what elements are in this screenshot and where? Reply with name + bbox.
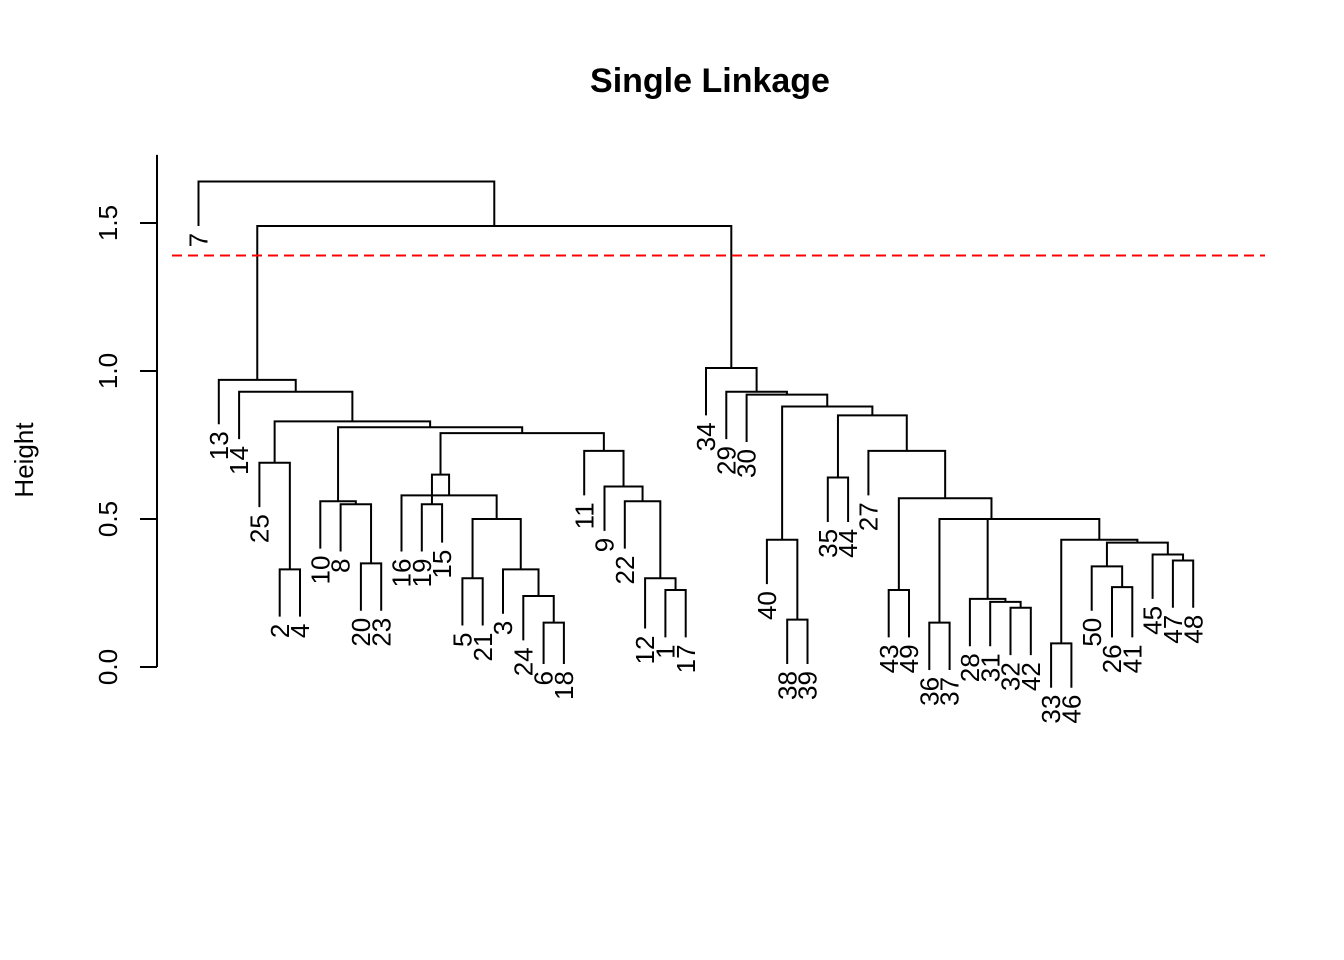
leaf-labels: 7131425241082023161915521324618119221211… [184, 233, 1209, 724]
merge-link [430, 473, 451, 505]
leaf-label: 46 [1057, 695, 1087, 724]
merge-link [1090, 565, 1124, 611]
merge-link [542, 621, 565, 665]
merge-link [836, 414, 908, 478]
leaf-label: 5 [448, 633, 478, 647]
merge-link [1009, 606, 1032, 656]
leaf-label: 37 [935, 677, 965, 706]
merge-link [928, 621, 951, 670]
merge-link [1111, 586, 1134, 638]
leaf-label: 47 [1158, 615, 1188, 644]
merge-link [968, 597, 1007, 647]
leaf-label: 27 [854, 502, 884, 531]
leaf-label: 31 [975, 653, 1005, 682]
leaf-label: 9 [590, 538, 620, 552]
leaf-label: 40 [752, 591, 782, 620]
leaf-label: 44 [833, 529, 863, 558]
y-axis: 0.0 0.5 1.0 1.5 [93, 154, 158, 685]
leaf-label: 33 [1036, 695, 1066, 724]
leaf-label: 15 [427, 550, 457, 579]
leaf-label: 34 [691, 422, 721, 451]
merge-link [938, 518, 1044, 623]
merge-link [256, 224, 733, 380]
merge-link [197, 180, 496, 226]
leaf-label: 25 [245, 514, 275, 543]
merge-link [986, 518, 1101, 599]
merge-link [603, 485, 644, 531]
leaf-label: 39 [793, 671, 823, 700]
leaf-label: 13 [204, 431, 234, 460]
leaf-label: 38 [772, 671, 802, 700]
merge-link [278, 568, 301, 617]
leaf-label: 41 [1117, 644, 1147, 673]
leaf-label: 12 [630, 636, 660, 665]
leaf-label: 22 [610, 556, 640, 585]
leaf-label: 23 [366, 618, 396, 647]
y-tick-label: 1.5 [93, 205, 123, 241]
merge-link [359, 562, 383, 611]
leaf-label: 26 [1097, 644, 1127, 673]
y-tick-label: 1.0 [93, 353, 123, 389]
leaf-label: 14 [224, 446, 254, 475]
merge-link [238, 390, 354, 440]
leaf-label: 6 [529, 671, 559, 685]
leaf-label: 20 [346, 618, 376, 647]
leaf-label: 32 [996, 662, 1026, 691]
leaf-label: 36 [914, 677, 944, 706]
leaf-label: 19 [407, 559, 437, 588]
leaf-label: 50 [1077, 618, 1107, 647]
leaf-label: 10 [305, 556, 335, 585]
leaf-label: 1 [651, 644, 681, 658]
merge-link [522, 594, 555, 641]
merge-link [461, 577, 484, 626]
leaf-label: 24 [508, 647, 538, 676]
merge-link [867, 449, 947, 499]
leaf-label: 49 [894, 644, 924, 673]
merge-link [1050, 642, 1073, 688]
merge-link [897, 497, 993, 591]
leaf-label: 4 [285, 624, 315, 638]
leaf-label: 11 [569, 502, 599, 529]
leaf-label: 18 [549, 671, 579, 700]
merge-link [319, 500, 357, 549]
dendrogram-tree [197, 180, 1195, 688]
leaf-label: 35 [813, 529, 843, 558]
leaf-label: 17 [671, 644, 701, 673]
leaf-label: 2 [265, 624, 295, 638]
leaf-label: 21 [468, 633, 498, 662]
leaf-label: 28 [955, 653, 985, 682]
chart-title: Single Linkage [590, 62, 830, 100]
merge-link [725, 390, 788, 440]
merge-link [745, 393, 829, 443]
leaf-label: 48 [1178, 615, 1208, 644]
merge-link [400, 494, 498, 552]
leaf-label: 16 [387, 559, 417, 588]
leaf-label: 30 [732, 449, 762, 478]
leaf-label: 29 [711, 446, 741, 475]
merge-link [420, 503, 444, 552]
y-axis-label: Height [9, 422, 39, 498]
merge-link [217, 378, 297, 425]
leaf-label: 8 [326, 559, 356, 573]
merge-link [664, 589, 687, 638]
leaf-label: 45 [1138, 606, 1168, 635]
merge-link [339, 503, 373, 564]
leaf-label: 3 [488, 621, 518, 635]
merge-link [439, 432, 605, 475]
leaf-label: 43 [874, 644, 904, 673]
merge-link [502, 568, 540, 614]
leaf-label: 7 [184, 233, 214, 247]
y-tick-label: 0.0 [93, 649, 123, 685]
merge-link [826, 476, 850, 522]
merge-link [887, 589, 910, 638]
leaf-label: 42 [1016, 662, 1046, 691]
merge-link [786, 618, 809, 665]
y-tick-label: 0.5 [93, 501, 123, 537]
merge-link [1171, 559, 1195, 608]
merge-link [337, 426, 524, 502]
merge-link [644, 577, 677, 629]
